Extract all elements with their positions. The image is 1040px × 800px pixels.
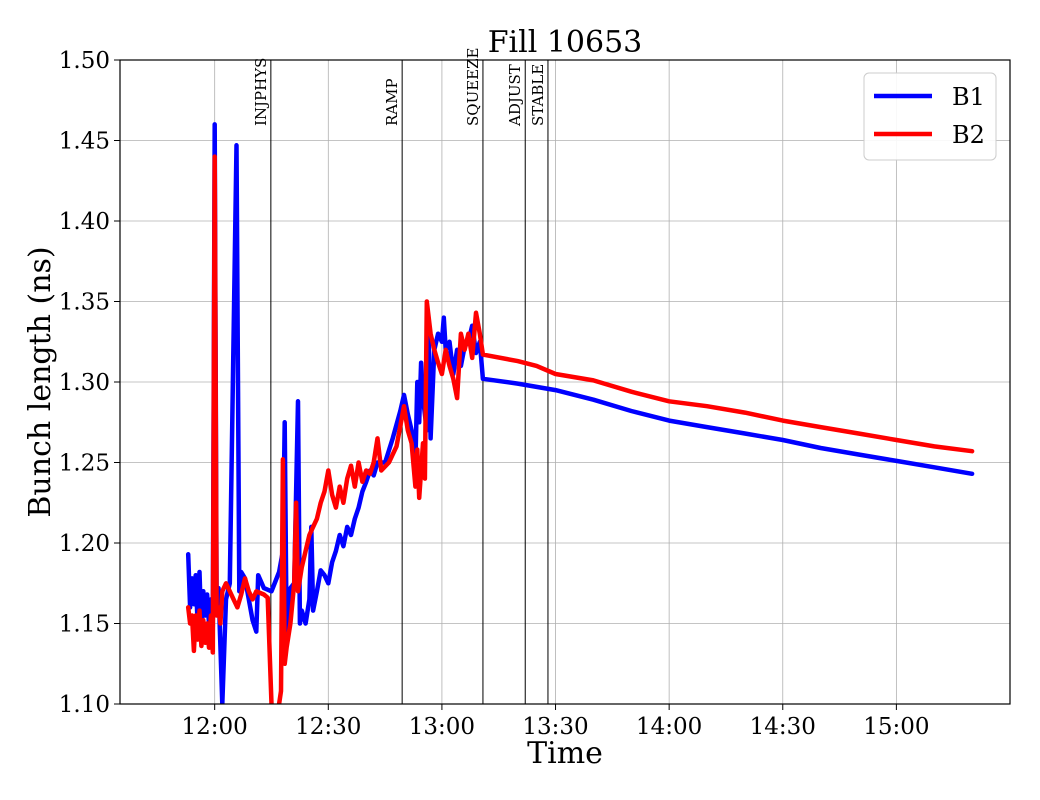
mode-marker-label: ADJUST <box>506 64 524 127</box>
y-tick-label: 1.50 <box>59 48 110 74</box>
x-tick-label: 15:00 <box>863 714 929 740</box>
x-tick-label: 13:30 <box>522 714 588 740</box>
x-tick-label: 14:30 <box>750 714 816 740</box>
legend-label-b2: B2 <box>952 121 985 149</box>
y-tick-label: 1.30 <box>59 370 110 396</box>
mode-marker-label: INJPHYS <box>252 58 270 126</box>
mode-marker-label: RAMP <box>383 78 401 126</box>
mode-marker-label: SQUEEZE <box>464 48 482 126</box>
y-tick-label: 1.10 <box>59 692 110 718</box>
y-axis-title: Bunch length (ns) <box>23 246 58 517</box>
mode-marker-label: STABLE <box>529 64 547 126</box>
y-tick-label: 1.15 <box>59 612 110 638</box>
x-tick-label: 12:30 <box>295 714 361 740</box>
series-line-b2 <box>185 154 975 704</box>
y-tick-label: 1.20 <box>59 531 110 557</box>
legend-label-b1: B1 <box>952 83 985 111</box>
chart-title: Fill 10653 <box>488 25 643 60</box>
axis-ticks: 12:00 12:30 13:00 13:30 14:00 14:30 15:00 1.10 1… <box>59 48 930 740</box>
x-axis-title: Time <box>527 736 603 771</box>
series-lines <box>185 122 975 704</box>
y-tick-label: 1.45 <box>59 129 110 155</box>
x-tick-label: 13:00 <box>409 714 475 740</box>
y-tick-label: 1.25 <box>59 451 110 477</box>
mode-markers: INJPHYS RAMP SQUEEZE ADJUST STABLE <box>252 48 549 704</box>
x-tick-label: 14:00 <box>636 714 702 740</box>
y-tick-label: 1.35 <box>59 290 110 316</box>
x-tick-label: 12:00 <box>182 714 248 740</box>
y-tick-label: 1.40 <box>59 209 110 235</box>
